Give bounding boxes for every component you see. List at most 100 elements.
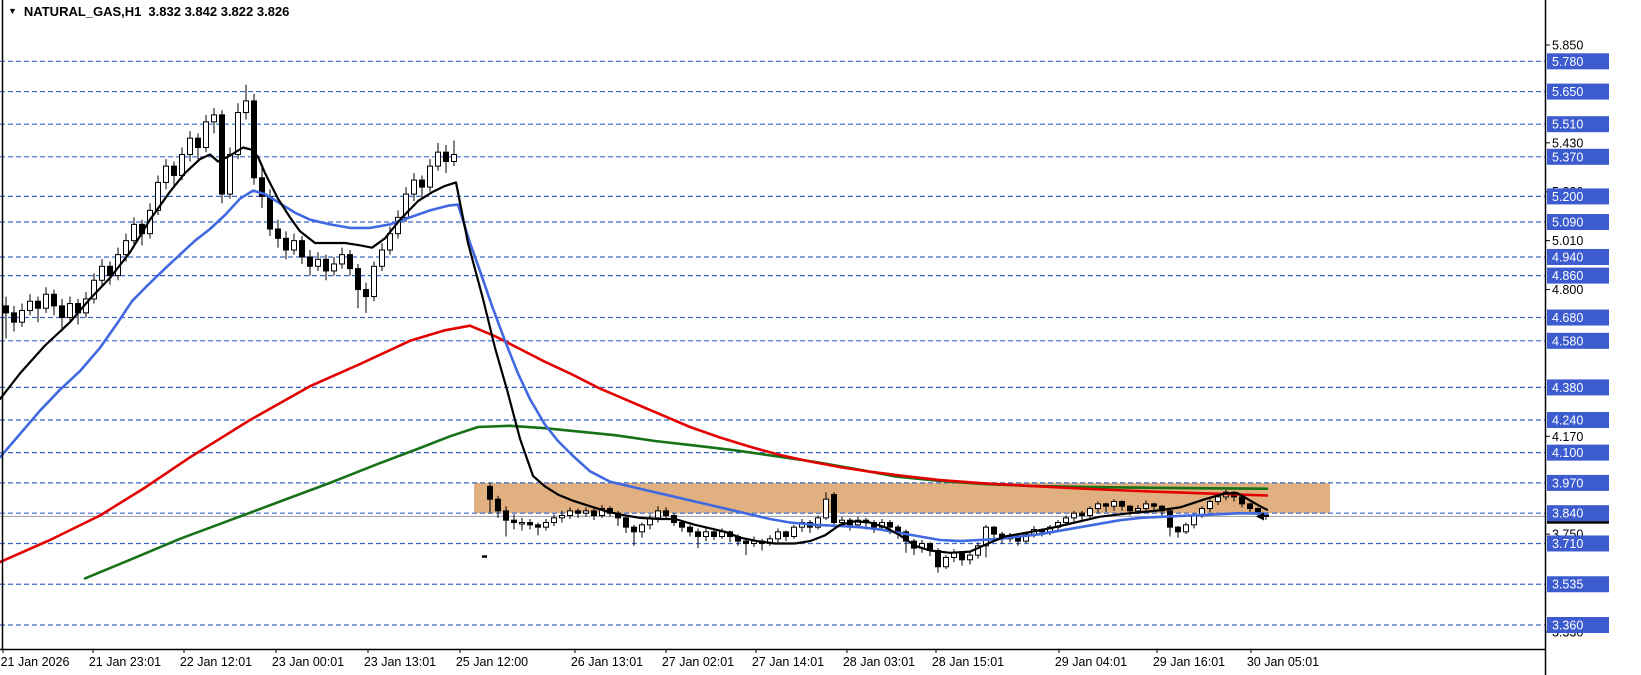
- price-level-badge: [1547, 214, 1609, 231]
- candle-body: [99, 265, 105, 281]
- price-level-badge: [1547, 188, 1609, 205]
- candle-body: [299, 240, 305, 258]
- candle-body: [1095, 503, 1101, 510]
- price-scale[interactable]: 5.8505.4305.2205.0104.8004.1703.7503.330…: [1545, 39, 1609, 640]
- price-level-badge-label: 5.510: [1552, 118, 1583, 132]
- price-tick-label: 4.170: [1552, 430, 1583, 444]
- candle-body: [639, 524, 645, 533]
- candle-body: [259, 177, 265, 197]
- candle-body: [1127, 505, 1133, 512]
- candle-body: [1215, 496, 1221, 503]
- time-tick-label: 26 Jan 13:01: [571, 655, 643, 669]
- price-level-badge: [1547, 379, 1609, 396]
- time-tick-label: 29 Jan 04:01: [1055, 655, 1127, 669]
- candle-body: [591, 510, 597, 517]
- fractal-marker: [482, 555, 487, 558]
- candle-body: [203, 121, 209, 148]
- candle-body: [1183, 524, 1189, 533]
- candle-body: [283, 237, 289, 251]
- candle-body: [887, 522, 893, 528]
- candle-body: [27, 300, 33, 312]
- candle-body: [411, 179, 417, 195]
- candle-body: [1207, 501, 1213, 510]
- candle-body: [1135, 508, 1141, 512]
- price-level-badge-label: 4.680: [1552, 311, 1583, 325]
- time-tick-label: 23 Jan 00:01: [272, 655, 344, 669]
- price-level-badge-label: 5.780: [1552, 55, 1583, 69]
- candle-body: [267, 195, 273, 230]
- price-level-badge: [1547, 535, 1609, 552]
- time-scale[interactable]: 21 Jan 2026 21 Jan 23:01 22 Jan 12:01 23 Ja…: [1, 649, 1320, 669]
- candle-body: [67, 303, 73, 319]
- candle-body: [1023, 533, 1029, 542]
- time-tick-label: 25 Jan 12:00: [456, 655, 528, 669]
- price-level-badge-label: 4.860: [1552, 269, 1583, 283]
- candle-body: [695, 531, 701, 537]
- candle-body: [815, 517, 821, 528]
- candle-body: [91, 279, 97, 300]
- price-level-badge-label: 3.840: [1552, 507, 1583, 521]
- time-tick-label: 27 Jan 02:01: [662, 655, 734, 669]
- chart-title: ▼ NATURAL_GAS,H1 3.832 3.842 3.822 3.826: [8, 4, 289, 19]
- candle-body: [959, 552, 965, 561]
- candle-body: [355, 268, 361, 291]
- candle-body: [551, 517, 557, 524]
- candle-body: [331, 263, 337, 272]
- current-price-underline: [1547, 521, 1609, 524]
- time-tick-label: 28 Jan 15:01: [932, 655, 1004, 669]
- ma-fast-black: [0, 146, 1269, 554]
- price-level-badge: [1547, 116, 1609, 133]
- candle-body: [1175, 526, 1181, 533]
- price-level-badge: [1547, 474, 1609, 491]
- price-level-badge-label: 4.240: [1552, 414, 1583, 428]
- time-tick-label: 23 Jan 13:01: [364, 655, 436, 669]
- price-level-badge: [1547, 248, 1609, 265]
- candle-body: [623, 517, 629, 528]
- price-level-badge-label: 4.940: [1552, 250, 1583, 264]
- price-level-badge-label: 5.650: [1552, 85, 1583, 99]
- candle-body: [323, 258, 329, 272]
- candle-body: [575, 510, 581, 514]
- time-tick-label: 30 Jan 05:01: [1247, 655, 1319, 669]
- candle-body: [243, 100, 249, 114]
- candle-body: [107, 265, 113, 277]
- candle-body: [703, 531, 709, 537]
- ma-medium-blue: [0, 189, 1269, 543]
- price-level-badge: [1547, 148, 1609, 165]
- collapse-chart-icon[interactable]: ▼: [8, 6, 17, 16]
- price-level-badge: [1547, 53, 1609, 70]
- price-level-badge: [1547, 412, 1609, 429]
- time-tick-label: 21 Jan 2026: [1, 655, 70, 669]
- candle-body: [487, 485, 493, 500]
- time-tick-label: 27 Jan 14:01: [752, 655, 824, 669]
- candle-body: [347, 254, 353, 270]
- candle-body: [419, 179, 425, 188]
- ma-slow-red: [0, 324, 1269, 564]
- candle-body: [43, 293, 49, 309]
- candle-body: [379, 249, 385, 267]
- price-level-badge-label: 3.710: [1552, 537, 1583, 551]
- candle-body: [687, 526, 693, 533]
- candle-body: [967, 554, 973, 561]
- candle-body: [1111, 501, 1117, 507]
- candle-body: [35, 300, 41, 309]
- candle-body: [1079, 512, 1085, 517]
- time-tick-label: 22 Jan 12:01: [180, 655, 252, 669]
- candle-body: [775, 531, 781, 540]
- candle-body: [935, 549, 941, 568]
- candle-body: [1087, 508, 1093, 517]
- price-tick-label: 4.800: [1552, 283, 1583, 297]
- time-tick-label: 28 Jan 03:01: [843, 655, 915, 669]
- candle-body: [11, 312, 17, 323]
- candle-body: [3, 305, 9, 314]
- candle-body: [831, 494, 837, 524]
- candle-body: [179, 153, 185, 176]
- price-level-badge: [1547, 505, 1609, 522]
- candle-body: [1119, 501, 1125, 507]
- candle-body: [219, 114, 225, 195]
- candle-body: [171, 165, 177, 176]
- candle-body: [235, 112, 241, 155]
- candle-body: [1167, 510, 1173, 528]
